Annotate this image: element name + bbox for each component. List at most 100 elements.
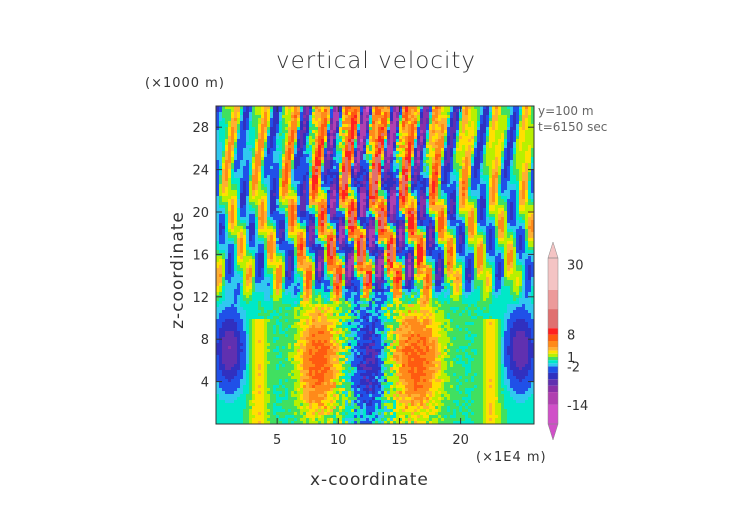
field-cell bbox=[402, 235, 406, 239]
field-cell bbox=[249, 178, 253, 182]
field-cell bbox=[486, 181, 490, 185]
field-cell bbox=[363, 172, 367, 176]
field-cell bbox=[432, 133, 436, 137]
field-cell bbox=[459, 235, 463, 239]
field-cell bbox=[513, 169, 517, 173]
field-cell bbox=[345, 238, 349, 242]
field-cell bbox=[297, 112, 301, 116]
field-cell bbox=[255, 202, 259, 206]
field-cell bbox=[408, 217, 412, 221]
field-cell bbox=[504, 190, 508, 194]
field-cell bbox=[351, 172, 355, 176]
field-cell bbox=[348, 109, 352, 113]
field-cell bbox=[327, 112, 331, 116]
field-cell bbox=[399, 232, 403, 236]
field-cell bbox=[381, 145, 385, 149]
field-cell bbox=[486, 184, 490, 188]
field-cell bbox=[312, 142, 316, 146]
field-cell bbox=[507, 142, 511, 146]
field-cell bbox=[312, 184, 316, 188]
field-cell bbox=[237, 178, 241, 182]
field-cell bbox=[384, 187, 388, 191]
field-cell bbox=[483, 181, 487, 185]
field-cell bbox=[255, 118, 259, 122]
field-cell bbox=[258, 226, 262, 230]
field-cell bbox=[306, 223, 310, 227]
field-cell bbox=[285, 139, 289, 143]
field-cell bbox=[498, 172, 502, 176]
field-cell bbox=[435, 220, 439, 224]
field-cell bbox=[360, 115, 364, 119]
field-cell bbox=[492, 190, 496, 194]
field-cell bbox=[492, 124, 496, 128]
field-cell bbox=[219, 124, 223, 128]
field-cell bbox=[450, 220, 454, 224]
field-cell bbox=[420, 241, 424, 245]
field-cell bbox=[396, 169, 400, 173]
field-cell bbox=[453, 148, 457, 152]
field-cell bbox=[453, 160, 457, 164]
field-cell bbox=[339, 136, 343, 140]
field-cell bbox=[378, 133, 382, 137]
field-cell bbox=[354, 214, 358, 218]
field-cell bbox=[225, 232, 229, 236]
field-cell bbox=[483, 196, 487, 200]
field-cell bbox=[492, 121, 496, 125]
field-cell bbox=[378, 214, 382, 218]
field-cell bbox=[390, 139, 394, 143]
field-cell bbox=[285, 244, 289, 248]
field-cell bbox=[456, 202, 460, 206]
field-cell bbox=[390, 193, 394, 197]
field-cell bbox=[495, 214, 499, 218]
field-cell bbox=[297, 118, 301, 122]
field-cell bbox=[468, 202, 472, 206]
field-cell bbox=[474, 175, 478, 179]
field-cell bbox=[414, 154, 418, 158]
field-cell bbox=[528, 241, 532, 245]
field-cell bbox=[381, 157, 385, 161]
field-cell bbox=[513, 205, 517, 209]
field-cell bbox=[363, 196, 367, 200]
field-cell bbox=[504, 199, 508, 203]
field-cell bbox=[498, 115, 502, 119]
field-cell bbox=[444, 214, 448, 218]
field-cell bbox=[300, 157, 304, 161]
field-cell bbox=[414, 118, 418, 122]
field-cell bbox=[369, 241, 373, 245]
field-cell bbox=[456, 241, 460, 245]
field-cell bbox=[273, 169, 277, 173]
field-cell bbox=[507, 169, 511, 173]
field-cell bbox=[393, 184, 397, 188]
field-cell bbox=[339, 145, 343, 149]
field-cell bbox=[492, 211, 496, 215]
field-cell bbox=[483, 118, 487, 122]
field-cell bbox=[399, 241, 403, 245]
field-cell bbox=[309, 178, 313, 182]
field-cell bbox=[360, 163, 364, 167]
field-cell bbox=[480, 244, 484, 248]
field-cell bbox=[381, 223, 385, 227]
field-cell bbox=[390, 109, 394, 113]
field-cell bbox=[348, 244, 352, 248]
field-cell bbox=[402, 169, 406, 173]
field-cell bbox=[528, 145, 532, 149]
field-cell bbox=[417, 169, 421, 173]
field-cell bbox=[387, 217, 391, 221]
field-cell bbox=[327, 121, 331, 125]
field-cell bbox=[501, 118, 505, 122]
field-cell bbox=[480, 112, 484, 116]
field-cell bbox=[369, 109, 373, 113]
field-cell bbox=[276, 127, 280, 131]
field-cell bbox=[465, 160, 469, 164]
field-cell bbox=[447, 214, 451, 218]
field-cell bbox=[264, 175, 268, 179]
field-cell bbox=[270, 217, 274, 221]
field-cell bbox=[486, 124, 490, 128]
field-cell bbox=[225, 226, 229, 230]
field-cell bbox=[255, 190, 259, 194]
field-cell bbox=[336, 241, 340, 245]
field-cell bbox=[237, 196, 241, 200]
field-cell bbox=[489, 214, 493, 218]
field-cell bbox=[279, 229, 283, 233]
field-cell bbox=[363, 184, 367, 188]
